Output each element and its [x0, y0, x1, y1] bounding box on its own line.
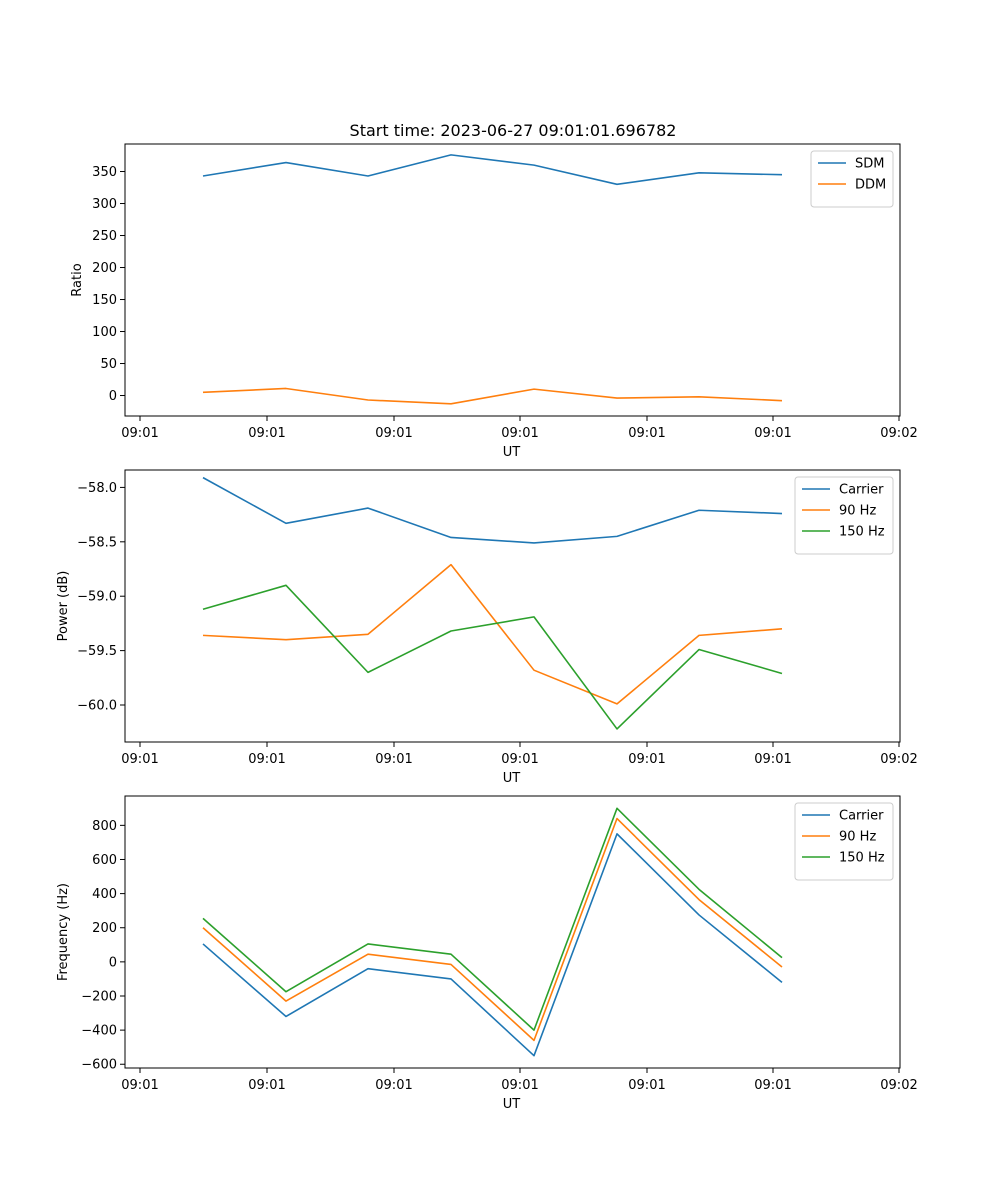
y-tick-label: 400 — [92, 887, 117, 902]
legend-label: DDM — [855, 178, 886, 193]
x-tick-label: 09:02 — [880, 752, 917, 767]
legend-box — [794, 802, 894, 881]
x-tick-label: 09:02 — [880, 1078, 917, 1093]
y-axis-label: Ratio — [70, 263, 85, 296]
series-line-90-hz — [202, 817, 783, 1042]
series-line-sdm — [202, 154, 783, 186]
legend-label: Carrier — [839, 809, 884, 824]
x-tick-label: 09:01 — [501, 1078, 538, 1093]
legend-box — [810, 150, 894, 208]
y-tick-label: 200 — [92, 921, 117, 936]
x-tick-label: 09:01 — [375, 752, 412, 767]
y-tick-label: −59.0 — [77, 590, 117, 605]
y-tick-label: 50 — [100, 357, 117, 372]
x-tick-label: 09:01 — [501, 426, 538, 441]
legend-label: 150 Hz — [839, 851, 885, 866]
axes-frame — [124, 143, 901, 417]
x-tick-label: 09:01 — [375, 1078, 412, 1093]
y-tick-label: −400 — [81, 1024, 117, 1039]
x-tick-label: 09:01 — [754, 426, 791, 441]
y-tick-label: 0 — [109, 955, 117, 970]
x-tick-label: 09:01 — [121, 426, 158, 441]
y-tick-label: −600 — [81, 1058, 117, 1073]
legend-label: 90 Hz — [839, 830, 876, 845]
y-tick-label: 800 — [92, 819, 117, 834]
x-tick-label: 09:01 — [121, 1078, 158, 1093]
x-tick-label: 09:01 — [248, 426, 285, 441]
x-tick-label: 09:01 — [248, 752, 285, 767]
chart-panel-1: 0 50 100 150 200 250 300 350 09:01 09:01 09:01 09:0… — [70, 143, 918, 460]
legend-box — [794, 476, 894, 555]
series-line-90-hz — [202, 563, 783, 705]
x-tick-label: 09:01 — [375, 426, 412, 441]
x-tick-label: 09:01 — [121, 752, 158, 767]
legend-label: 90 Hz — [839, 504, 876, 519]
legend-label: SDM — [855, 157, 884, 172]
series-line-carrier — [202, 833, 783, 1057]
x-axis-label: UT — [503, 771, 521, 786]
x-axis-label: UT — [503, 445, 521, 460]
y-tick-label: −59.5 — [77, 644, 117, 659]
y-tick-label: 200 — [92, 261, 117, 276]
series-line-150-hz — [202, 584, 783, 730]
chart-panel-3: −600 −400 −200 0 200 400 600 800 09:01 09:01 09:01… — [56, 795, 918, 1112]
panels: 0 50 100 150 200 250 300 350 09:01 09:01 09:01 09:0… — [56, 143, 918, 1112]
legend-label: Carrier — [839, 483, 884, 498]
x-tick-label: 09:02 — [880, 426, 917, 441]
series-line-ddm — [202, 387, 783, 405]
series-line-150-hz — [202, 807, 783, 1031]
axes-frame — [124, 469, 901, 743]
x-tick-label: 09:01 — [754, 1078, 791, 1093]
y-tick-label: 250 — [92, 229, 117, 244]
legend-label: 150 Hz — [839, 525, 885, 540]
x-tick-label: 09:01 — [628, 752, 665, 767]
figure-title: Start time: 2023-06-27 09:01:01.696782 — [350, 121, 677, 140]
y-tick-label: 300 — [92, 197, 117, 212]
x-tick-label: 09:01 — [754, 752, 791, 767]
series-line-carrier — [202, 476, 783, 544]
y-tick-label: −200 — [81, 989, 117, 1004]
x-tick-label: 09:01 — [501, 752, 538, 767]
axes-frame — [124, 795, 901, 1069]
y-tick-label: 150 — [92, 293, 117, 308]
y-axis-label: Frequency (Hz) — [56, 883, 71, 981]
legend: SDM DDM — [810, 150, 894, 208]
x-tick-label: 09:01 — [248, 1078, 285, 1093]
legend: Carrier 90 Hz 150 Hz — [794, 476, 894, 555]
y-tick-label: 0 — [109, 389, 117, 404]
y-axis-label: Power (dB) — [56, 571, 71, 642]
chart-panel-2: −60.0 −59.5 −59.0 −58.5 −58.0 09:01 09:01 09:01… — [56, 469, 918, 786]
y-tick-label: 100 — [92, 325, 117, 340]
y-tick-label: −58.0 — [77, 481, 117, 496]
y-tick-label: 350 — [92, 165, 117, 180]
x-axis-label: UT — [503, 1097, 521, 1112]
legend: Carrier 90 Hz 150 Hz — [794, 802, 894, 881]
y-tick-label: −60.0 — [77, 699, 117, 714]
x-tick-label: 09:01 — [628, 1078, 665, 1093]
y-tick-label: −58.5 — [77, 535, 117, 550]
y-tick-label: 600 — [92, 853, 117, 868]
x-tick-label: 09:01 — [628, 426, 665, 441]
